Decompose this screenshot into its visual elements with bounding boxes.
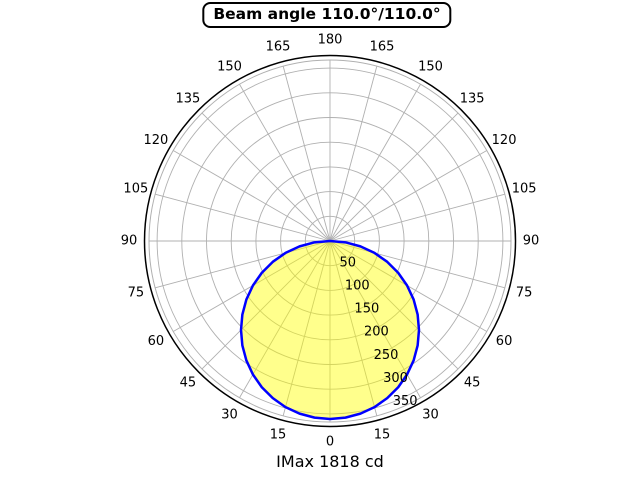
angle-spoke — [239, 84, 331, 242]
beam-intensity-curve — [239, 239, 421, 421]
angle-spoke — [329, 84, 421, 242]
angle-tick-label: 75 — [128, 286, 145, 301]
angle-tick-label: 105 — [123, 181, 148, 196]
angle-tick-label: 120 — [492, 133, 517, 148]
angle-spoke — [329, 150, 487, 242]
angle-tick-label: 15 — [374, 428, 391, 443]
angle-tick-label: 180 — [318, 33, 343, 48]
angle-spoke — [155, 193, 331, 242]
radial-tick-label: 300 — [383, 371, 408, 386]
chart-title-box: Beam angle 110.0°/110.0° — [202, 2, 452, 28]
angle-tick-label: 45 — [464, 376, 481, 391]
angle-spoke — [329, 66, 378, 242]
radial-tick-labels: 50 100 150 200 250 300 350 — [339, 255, 417, 409]
angle-tick-label: 150 — [418, 59, 443, 74]
angle-spoke — [329, 240, 378, 416]
angle-tick-label: 15 — [270, 428, 287, 443]
chart-title: Beam angle 110.0°/110.0° — [213, 5, 441, 23]
angle-spoke — [329, 193, 505, 242]
angle-tick-label: 90 — [121, 234, 138, 249]
angle-spoke — [282, 240, 331, 416]
angle-tick-label: 60 — [148, 334, 165, 349]
angle-tick-label: 60 — [496, 334, 513, 349]
radial-tick-label: 150 — [354, 302, 379, 317]
angle-spoke — [329, 240, 421, 398]
angle-spoke — [329, 240, 505, 289]
angle-spoke — [173, 150, 331, 242]
angle-tick-label: 135 — [460, 91, 485, 106]
angle-tick-label: 75 — [516, 286, 533, 301]
angle-tick-label: 165 — [266, 39, 291, 54]
radial-tick-label: 50 — [339, 255, 356, 270]
angle-spoke — [329, 240, 459, 370]
outer-gridline-ring — [148, 59, 512, 423]
radial-tick-label: 100 — [345, 278, 370, 293]
angle-spoke — [155, 240, 331, 289]
angle-tick-label: 30 — [422, 408, 439, 423]
angle-spoke — [201, 240, 331, 370]
angle-spoke — [282, 66, 331, 242]
angle-tick-labels: 0 15 15 30 30 45 45 60 60 75 75 90 90 105 105 120 120 135… — [121, 33, 540, 450]
angle-tick-label: 45 — [180, 376, 197, 391]
polar-spine — [143, 54, 517, 428]
angle-spoke — [329, 112, 459, 242]
angle-spoke — [201, 112, 331, 242]
angle-tick-label: 150 — [217, 59, 242, 74]
radial-tick-label: 200 — [364, 325, 389, 340]
angle-spoke — [239, 240, 331, 398]
imax-annotation: IMax 1818 cd — [276, 452, 384, 471]
angle-tick-label: 165 — [370, 39, 395, 54]
radial-tick-label: 350 — [393, 394, 418, 409]
angle-tick-label: 105 — [512, 181, 537, 196]
angle-tick-label: 30 — [221, 408, 238, 423]
angle-tick-label: 120 — [144, 133, 169, 148]
angle-tick-label: 0 — [326, 435, 334, 450]
angle-tick-label: 90 — [523, 234, 540, 249]
radial-tick-label: 250 — [374, 348, 399, 363]
angle-tick-label: 135 — [175, 91, 200, 106]
